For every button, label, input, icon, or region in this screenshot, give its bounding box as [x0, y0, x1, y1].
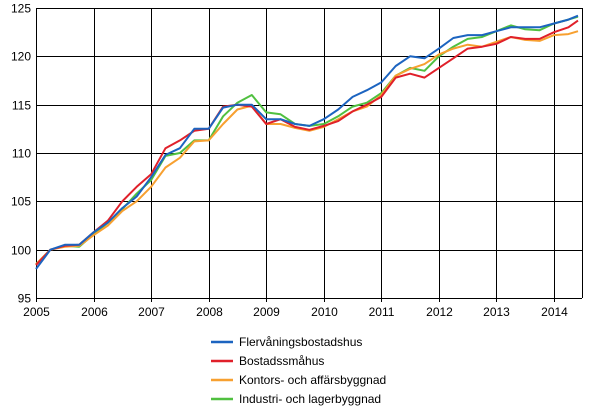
- legend-label: Kontors- och affärsbyggnad: [239, 373, 386, 387]
- x-tick-label: 2011: [369, 305, 395, 319]
- grid: [36, 8, 583, 302]
- y-tick-label: 125: [11, 2, 31, 16]
- y-tick-label: 115: [12, 99, 31, 113]
- y-tick-label: 105: [11, 195, 31, 209]
- x-tick-label: 2014: [541, 305, 568, 319]
- series-line-0: [35, 14, 579, 270]
- y-tick-label: 95: [18, 292, 32, 306]
- series-line-1: [35, 19, 579, 266]
- x-tick-label: 2009: [253, 305, 280, 319]
- x-tick-label: 2006: [81, 305, 108, 319]
- x-tick-label: 2008: [196, 305, 223, 319]
- legend-label: Industri- och lagerbyggnad: [239, 392, 381, 406]
- legend-label: Bostadssmåhus: [239, 354, 324, 368]
- y-tick-label: 110: [12, 147, 31, 161]
- x-tick-label: 2007: [138, 305, 165, 319]
- y-axis-ticks: 95 100 105 110 115 120 125: [11, 2, 31, 306]
- x-axis-ticks: 2005 2006 2007 2008 2009 2010 2011 2012 2013 2014: [23, 305, 568, 319]
- x-tick-label: 2012: [426, 305, 453, 319]
- x-tick-label: 2013: [483, 305, 510, 319]
- y-tick-label: 100: [11, 244, 31, 258]
- y-tick-label: 120: [11, 50, 31, 64]
- legend-label: Flervåningsbostadshus: [239, 335, 362, 349]
- x-tick-label: 2005: [23, 305, 50, 319]
- series-lines: [35, 14, 579, 270]
- x-tick-label: 2010: [311, 305, 338, 319]
- legend: Flervåningsbostadshus Bostadssmåhus Kontor…: [211, 335, 386, 406]
